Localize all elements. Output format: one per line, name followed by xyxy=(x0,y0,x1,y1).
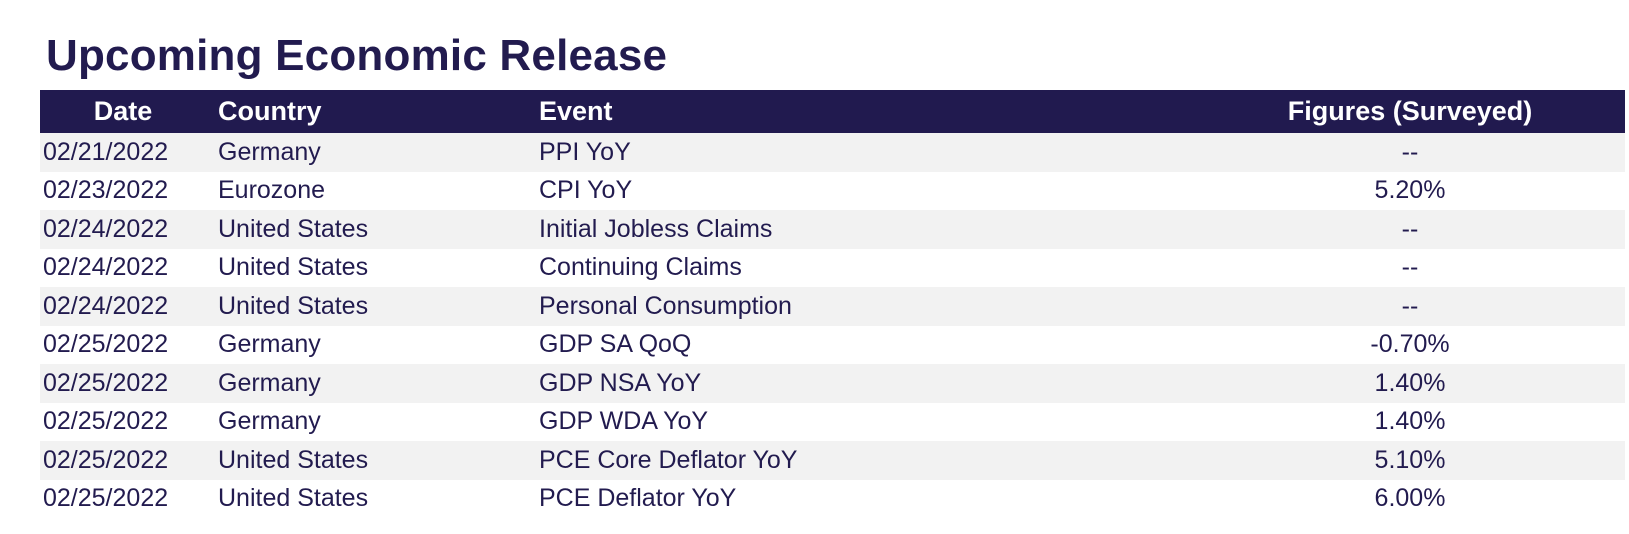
cell-event: Initial Jobless Claims xyxy=(539,214,773,243)
table-row: 02/23/2022 Eurozone CPI YoY 5.20% xyxy=(40,172,1625,211)
cell-country: Germany xyxy=(218,407,321,436)
cell-date: 02/24/2022 xyxy=(43,253,169,282)
cell-event: PCE Core Deflator YoY xyxy=(539,445,798,474)
cell-date: 02/25/2022 xyxy=(43,330,169,359)
header-country[interactable]: Country xyxy=(218,96,322,126)
table-row: 02/24/2022 United States Personal Consum… xyxy=(40,287,1625,326)
cell-date: 02/21/2022 xyxy=(43,137,169,166)
cell-figures: -- xyxy=(1401,291,1419,320)
cell-event: PCE Deflator YoY xyxy=(539,484,737,513)
table-row: 02/25/2022 United States PCE Core Deflat… xyxy=(40,441,1625,480)
header-date[interactable]: Date xyxy=(93,96,153,126)
cell-event: PPI YoY xyxy=(539,137,631,166)
cell-country: United States xyxy=(218,253,369,282)
cell-figures: -- xyxy=(1401,253,1419,282)
table-row: 02/25/2022 Germany GDP WDA YoY 1.40% xyxy=(40,403,1625,442)
table-row: 02/25/2022 Germany GDP SA QoQ -0.70% xyxy=(40,326,1625,365)
cell-country: United States xyxy=(218,484,369,513)
cell-country: Germany xyxy=(218,330,321,359)
cell-event: Continuing Claims xyxy=(539,253,742,282)
cell-figures: 1.40% xyxy=(1374,368,1446,397)
cell-figures: -0.70% xyxy=(1370,330,1450,359)
cell-date: 02/24/2022 xyxy=(43,214,169,243)
cell-event: GDP WDA YoY xyxy=(539,407,709,436)
cell-event: CPI YoY xyxy=(539,176,633,205)
table-row: 02/25/2022 Germany GDP NSA YoY 1.40% xyxy=(40,364,1625,403)
table-row: 02/24/2022 United States Initial Jobless… xyxy=(40,210,1625,249)
cell-country: Germany xyxy=(218,137,321,166)
cell-figures: -- xyxy=(1401,137,1419,166)
cell-figures: -- xyxy=(1401,214,1419,243)
economic-release-table: Date Country Event Figures (Surveyed) 02… xyxy=(40,90,1625,518)
cell-event: GDP SA QoQ xyxy=(539,330,692,359)
cell-figures: 5.10% xyxy=(1374,445,1446,474)
table-header-row: Date Country Event Figures (Surveyed) xyxy=(40,90,1625,133)
cell-event: GDP NSA YoY xyxy=(539,368,702,397)
cell-date: 02/25/2022 xyxy=(43,368,169,397)
table-row: 02/25/2022 United States PCE Deflator Yo… xyxy=(40,480,1625,519)
cell-country: Eurozone xyxy=(218,176,326,205)
cell-date: 02/25/2022 xyxy=(43,484,169,513)
table-row: 02/24/2022 United States Continuing Clai… xyxy=(40,249,1625,288)
header-figures[interactable]: Figures (Surveyed) xyxy=(1287,96,1533,126)
cell-country: United States xyxy=(218,445,369,474)
cell-country: United States xyxy=(218,214,369,243)
table-row: 02/21/2022 Germany PPI YoY -- xyxy=(40,133,1625,172)
cell-figures: 5.20% xyxy=(1374,176,1446,205)
cell-date: 02/25/2022 xyxy=(43,407,169,436)
cell-date: 02/25/2022 xyxy=(43,445,169,474)
cell-country: Germany xyxy=(218,368,321,397)
cell-date: 02/24/2022 xyxy=(43,291,169,320)
header-event[interactable]: Event xyxy=(539,96,613,126)
cell-figures: 6.00% xyxy=(1374,484,1446,513)
cell-figures: 1.40% xyxy=(1374,407,1446,436)
page-title: Upcoming Economic Release xyxy=(46,31,668,80)
cell-date: 02/23/2022 xyxy=(43,176,169,205)
cell-event: Personal Consumption xyxy=(539,291,792,320)
cell-country: United States xyxy=(218,291,369,320)
